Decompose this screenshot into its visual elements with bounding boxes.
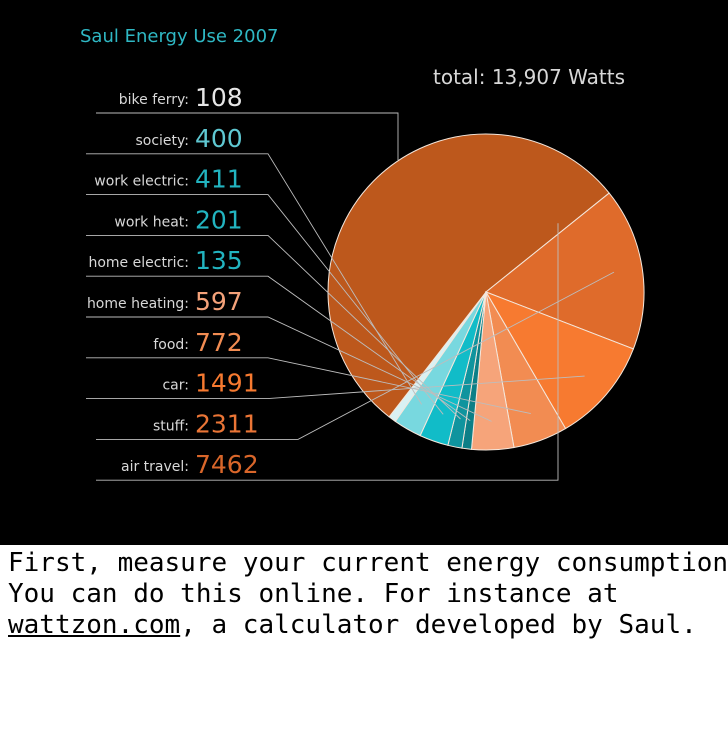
chart-slide: Saul Energy Use 2007 total: 13,907 Watts… — [0, 0, 728, 545]
slice-value-label: 201 — [195, 205, 243, 234]
chart-title: Saul Energy Use 2007 — [80, 26, 278, 47]
leader-line — [86, 375, 585, 400]
leader-line — [86, 234, 461, 420]
slice-value-label: 1491 — [195, 369, 259, 398]
slice-label: work electric: — [94, 174, 189, 190]
pie-slices — [327, 133, 645, 451]
slice-value-label: 772 — [195, 328, 243, 357]
slice-label: food: — [153, 337, 189, 353]
slice-label: home electric: — [88, 255, 189, 271]
pie-slice-air-travel — [327, 133, 610, 418]
caption-line-3: wattzon.com, a calculator developed by S… — [8, 610, 720, 641]
slide-caption: First, measure your current energy consu… — [8, 548, 728, 641]
leader-line — [96, 223, 559, 481]
leader-line — [96, 271, 615, 440]
slice-value-label: 7462 — [195, 450, 259, 479]
leader-line — [86, 357, 531, 415]
leader-line — [86, 316, 492, 422]
caption-line-2: You can do this online. For instance at — [8, 579, 619, 609]
caption-line-3-rest: , a calculator developed by Saul. — [180, 610, 697, 640]
slice-value-label: 135 — [195, 246, 243, 275]
leader-line — [86, 194, 444, 415]
slice-labels: bike ferry: 108 society: 400 work electric: 4… — [87, 83, 259, 479]
slice-value-label: 597 — [195, 287, 243, 316]
slice-label: car: — [162, 378, 189, 394]
chart-total: total: 13,907 Watts — [433, 65, 625, 89]
slice-value-label: 411 — [195, 165, 243, 194]
slice-value-label: 400 — [195, 124, 243, 153]
slice-label: work heat: — [114, 214, 189, 230]
slice-label: air travel: — [121, 459, 189, 475]
slice-label: bike ferry: — [119, 92, 189, 108]
pie-slice-stuff — [485, 192, 645, 350]
slice-value-label: 2311 — [195, 409, 259, 438]
leader-line — [96, 112, 399, 160]
leader-line — [86, 275, 471, 421]
pie-slice-car — [484, 291, 635, 430]
energy-pie-chart: Saul Energy Use 2007 total: 13,907 Watts… — [80, 26, 645, 481]
leader-lines — [86, 112, 615, 481]
wattzon-link[interactable]: wattzon.com — [8, 610, 181, 640]
slice-label: stuff: — [153, 418, 189, 434]
slice-label: home heating: — [87, 296, 189, 312]
slice-value-label: 108 — [195, 83, 243, 112]
leader-line — [86, 153, 422, 405]
caption-line-1: First, measure your current energy consu… — [8, 548, 728, 578]
slice-label: society: — [135, 133, 189, 149]
